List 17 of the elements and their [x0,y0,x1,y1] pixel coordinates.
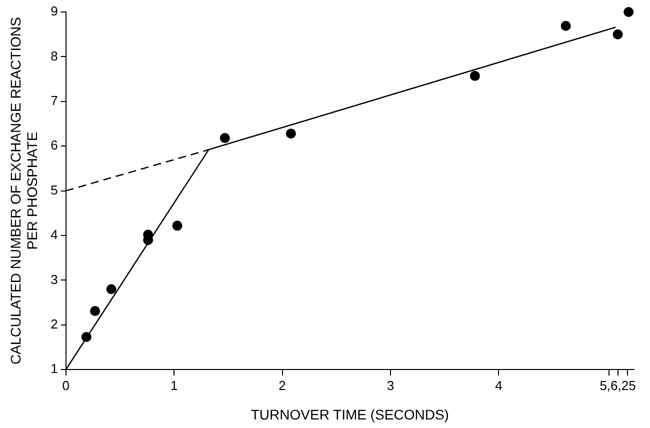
y-tick-label: 6 [50,138,58,153]
y-tick-label: 9 [50,4,58,19]
y-tick-label: 3 [50,272,58,287]
x-axis-title: TURNOVER TIME (SECONDS) [250,406,449,422]
y-tick-label: 1 [50,361,58,376]
x-tick-label: 4 [495,378,502,393]
y-tick-label: 4 [50,227,58,242]
y-tick-label: 2 [50,316,58,332]
x-tick-label: 3 [386,378,394,393]
y-tick-label: 8 [50,48,58,64]
y-axis-title: CALCULATED NUMBER OF EXCHANGE REACTIONS PER PHOSPHATE [7,17,40,365]
y-tick-label: 5 [50,182,58,198]
x-tick-label: 1 [170,378,178,393]
x-tick-label: 0 [62,378,70,393]
x-tick-label: 2 [278,378,286,393]
x-tick-label: 5,6,25 [600,378,636,393]
y-tick-label: 7 [50,92,58,108]
